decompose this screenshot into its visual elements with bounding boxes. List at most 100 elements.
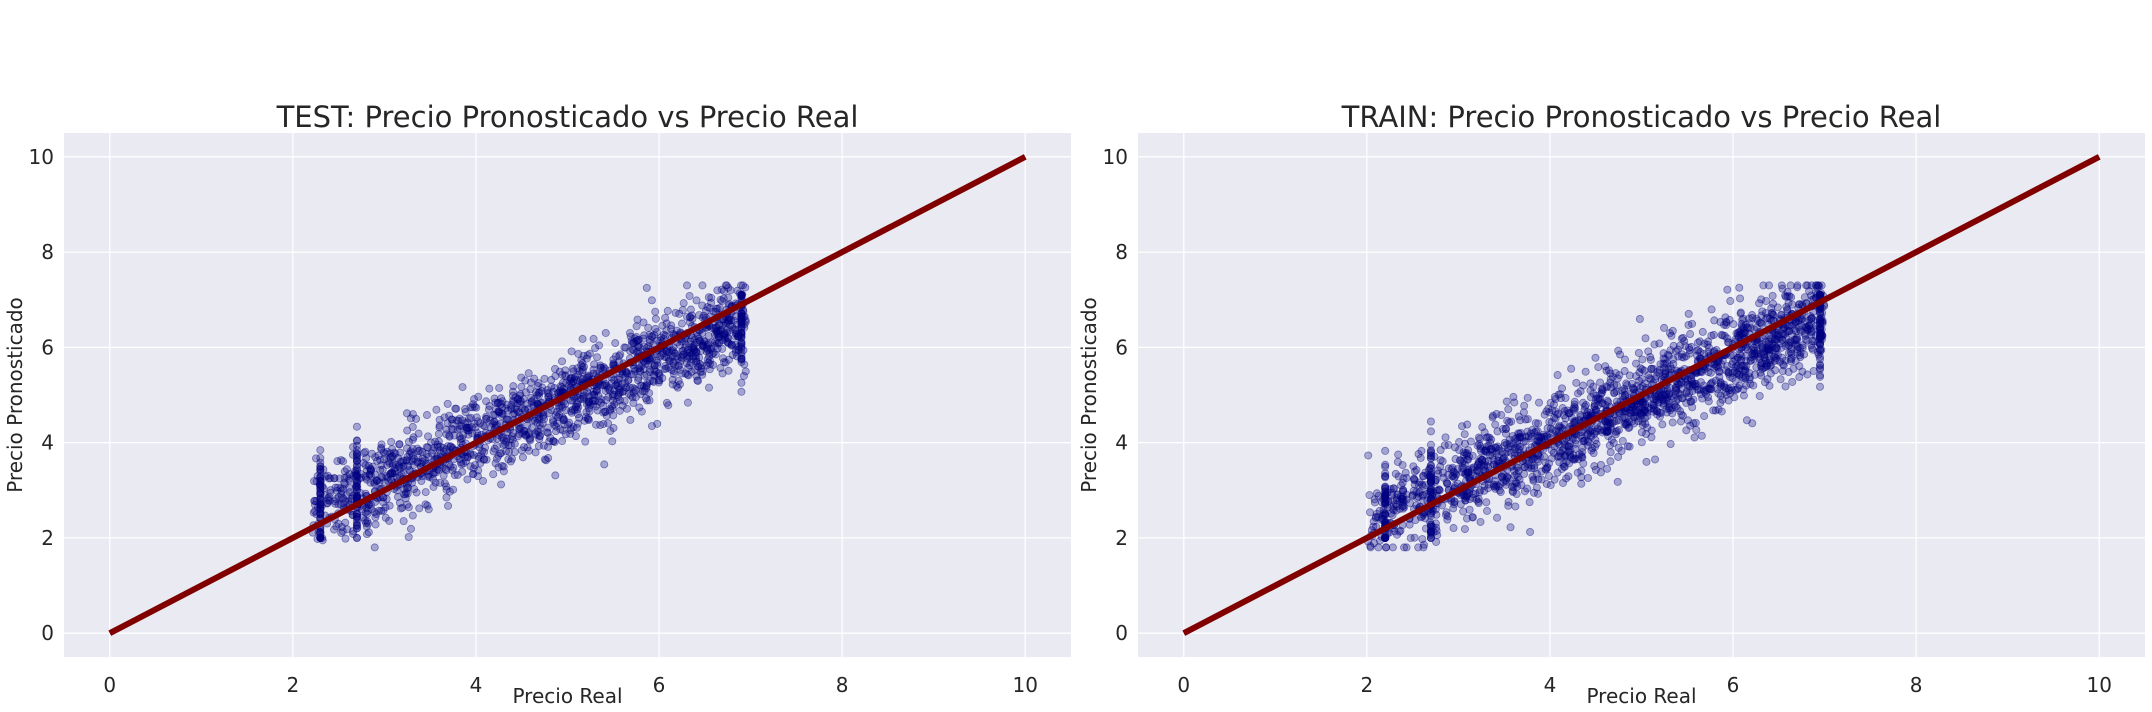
scatter-point-test <box>634 335 643 344</box>
scatter-point-train <box>1803 370 1812 379</box>
scatter-point-test <box>732 352 741 361</box>
scatter-point-train <box>1468 513 1477 522</box>
scatter-point-test <box>399 469 408 478</box>
scatter-point-test <box>497 399 506 408</box>
scatter-point-train <box>1546 481 1555 490</box>
scatter-point-test <box>436 446 445 455</box>
scatter-point-train <box>1638 355 1647 364</box>
scatter-point-test <box>580 391 589 400</box>
scatter-point-test <box>699 341 708 350</box>
scatter-point-test <box>474 466 483 475</box>
scatter-point-test <box>624 376 633 385</box>
scatter-point-train <box>1681 352 1690 361</box>
scatter-point-test <box>558 370 567 379</box>
scatter-point-test <box>596 363 605 372</box>
scatter-point-test <box>629 399 638 408</box>
scatter-point-test <box>668 352 677 361</box>
scatter-point-test <box>669 369 678 378</box>
scatter-point-test <box>737 330 746 339</box>
scatter-point-test <box>683 354 692 363</box>
x-tick-label-test: 6 <box>653 673 666 697</box>
scatter-point-test <box>502 415 511 424</box>
scatter-point-test <box>417 459 426 468</box>
scatter-point-test <box>703 303 712 312</box>
y-tick-label-train: 2 <box>1115 526 1128 550</box>
scatter-point-test <box>311 497 320 506</box>
scatter-point-test <box>731 348 740 357</box>
scatter-point-test <box>741 316 750 325</box>
scatter-point-train <box>1684 320 1693 329</box>
scatter-point-test <box>366 467 375 476</box>
scatter-point-test <box>563 420 572 429</box>
scatter-point-train <box>1449 524 1458 533</box>
scatter-point-test <box>452 404 461 413</box>
scatter-point-test <box>596 361 605 370</box>
scatter-point-test <box>723 333 732 342</box>
scatter-point-test <box>692 372 701 381</box>
scatter-point-test <box>442 485 451 494</box>
y-tick-label-test: 0 <box>41 621 54 645</box>
scatter-point-test <box>641 359 650 368</box>
scatter-point-test <box>590 390 599 399</box>
scatter-point-train <box>1537 475 1546 484</box>
scatter-point-test <box>470 402 479 411</box>
scatter-point-test <box>561 399 570 408</box>
scatter-point-test <box>332 495 341 504</box>
scatter-point-test <box>577 394 586 403</box>
scatter-point-test <box>338 527 347 536</box>
scatter-point-test <box>590 397 599 406</box>
scatter-point-test <box>485 384 494 393</box>
scatter-point-test <box>399 517 408 526</box>
scatter-point-test <box>510 448 519 457</box>
scatter-point-test <box>492 441 501 450</box>
scatter-point-test <box>408 422 417 431</box>
scatter-point-test <box>639 365 648 374</box>
scatter-point-test <box>379 506 388 515</box>
scatter-point-test <box>435 423 444 432</box>
scatter-point-test <box>620 397 629 406</box>
y-tick-label-test: 10 <box>29 145 54 169</box>
scatter-point-test <box>699 311 708 320</box>
scatter-point-test <box>370 479 379 488</box>
scatter-point-test <box>442 445 451 454</box>
scatter-point-test <box>724 315 733 324</box>
scatter-point-test <box>339 457 348 466</box>
scatter-point-test <box>685 361 694 370</box>
scatter-point-train <box>1477 447 1486 456</box>
scatter-point-test <box>567 374 576 383</box>
scatter-point-test <box>698 341 707 350</box>
scatter-point-train <box>1638 365 1647 374</box>
scatter-point-test <box>558 403 567 412</box>
scatter-point-test <box>618 370 627 379</box>
scatter-point-test <box>707 324 716 333</box>
scatter-point-train <box>1482 498 1491 507</box>
scatter-point-test <box>466 450 475 459</box>
scatter-point-test <box>310 477 319 486</box>
scatter-point-test <box>395 463 404 472</box>
scatter-point-test <box>573 400 582 409</box>
scatter-point-train <box>1736 308 1745 317</box>
scatter-point-test <box>693 376 702 385</box>
scatter-point-test <box>691 365 700 374</box>
scatter-point-test <box>380 455 389 464</box>
scatter-point-test <box>592 385 601 394</box>
scatter-point-train <box>1503 416 1512 425</box>
scatter-point-test <box>490 394 499 403</box>
scatter-point-test <box>686 312 695 321</box>
scatter-point-train <box>1512 490 1521 499</box>
scatter-point-test <box>621 383 630 392</box>
scatter-point-train <box>1419 543 1428 552</box>
scatter-point-test <box>310 507 319 516</box>
scatter-point-test <box>639 318 648 327</box>
scatter-point-train <box>1736 294 1745 303</box>
scatter-point-test <box>544 389 553 398</box>
scatter-point-test <box>645 335 654 344</box>
scatter-point-test <box>654 378 663 387</box>
scatter-point-train <box>1374 543 1383 552</box>
scatter-point-test <box>342 465 351 474</box>
scatter-point-train <box>1520 487 1529 496</box>
scatter-point-test <box>445 460 454 469</box>
scatter-point-test <box>713 304 722 313</box>
scatter-point-test <box>432 405 441 414</box>
